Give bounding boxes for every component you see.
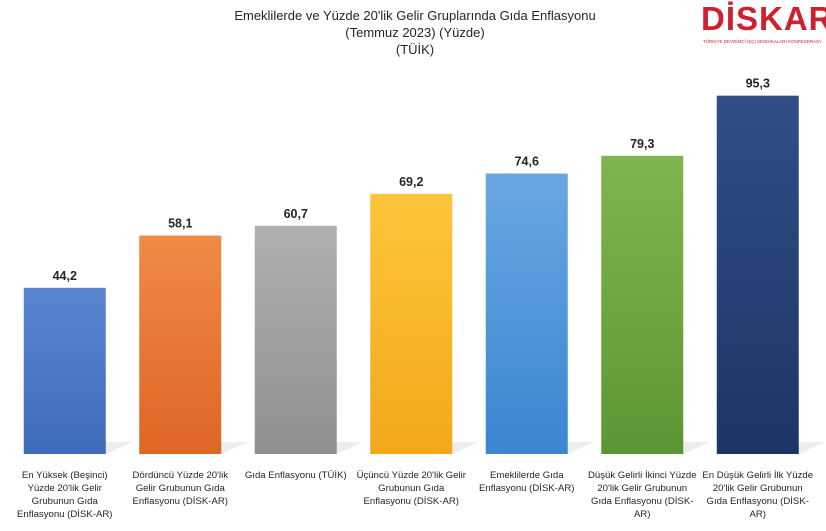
- category-labels: En Yüksek (Beşinci) Yüzde 20'lik Gelir Gru…: [17, 470, 813, 520]
- bars: [23, 95, 799, 455]
- value-labels: 44,2 58,1 60,7 69,2 74,6 79,3 95,3: [53, 77, 770, 283]
- category-label: En Düşük Gelirli İlk Yüzde 20'lik Gelir G…: [702, 470, 813, 520]
- category-label: En Yüksek (Beşinci) Yüzde 20'lik Gelir Gru…: [17, 470, 112, 520]
- category-label: Üçüncü Yüzde 20'lik Gelir Grubunun Gıda En…: [357, 470, 467, 507]
- data-label: 44,2: [53, 269, 77, 283]
- bar: [716, 95, 799, 454]
- logo-tagline: TÜRKİYE DEVRİMCİ İŞÇİ SENDİKALARI KONFED…: [703, 39, 821, 44]
- bar: [485, 173, 568, 454]
- category-label: Dördüncü Yüzde 20'lik Gelir Grubunun Gıda…: [132, 470, 228, 507]
- category-label: Düşük Gelirli İkinci Yüzde 20'lik Gelir G…: [588, 470, 697, 520]
- data-label: 74,6: [515, 155, 539, 169]
- chart-title-block: Emeklilerde ve Yüzde 20'lik Gelir Grupla…: [120, 7, 710, 58]
- bar: [23, 287, 106, 454]
- chart-source: (TÜİK): [395, 42, 435, 57]
- bar: [370, 193, 453, 455]
- data-label: 60,7: [284, 207, 308, 221]
- logo-wordmark: DİSKAR: [701, 0, 826, 37]
- bar: [139, 235, 222, 454]
- category-label: Emeklilerde Gıda Enflasyonu (DİSK-AR): [479, 470, 574, 494]
- disk-ar-logo: DİSKAR TÜRKİYE DEVRİMCİ İŞÇİ SENDİKALARI…: [697, 0, 826, 48]
- bar: [601, 155, 684, 454]
- data-label: 95,3: [746, 77, 770, 91]
- data-label: 58,1: [168, 217, 192, 231]
- category-label: Gıda Enflasyonu (TÜİK): [245, 470, 347, 481]
- bar: [254, 225, 337, 454]
- data-label: 69,2: [399, 175, 423, 189]
- chart-subtitle: (Temmuz 2023) (Yüzde): [345, 25, 485, 40]
- chart-title: Emeklilerde ve Yüzde 20'lik Gelir Grupla…: [234, 8, 596, 23]
- data-label: 79,3: [630, 137, 654, 151]
